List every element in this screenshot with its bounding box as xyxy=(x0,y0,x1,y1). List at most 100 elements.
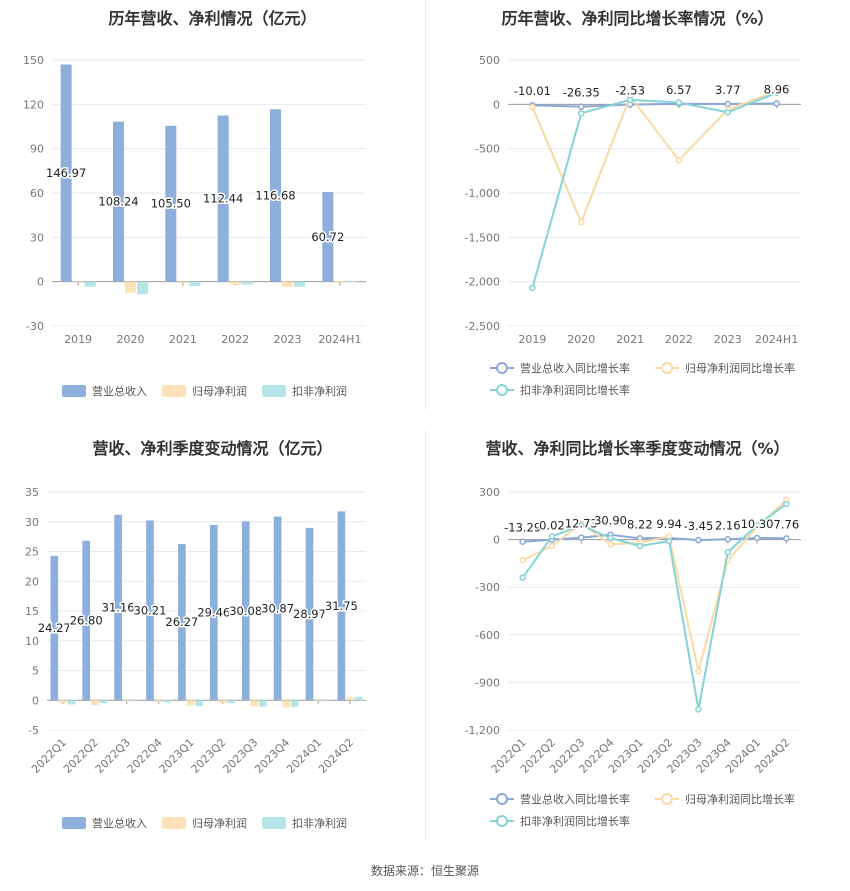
series-point xyxy=(724,549,731,556)
bar-revenue xyxy=(209,524,218,701)
chart-title: 营收、净利同比增长率季度变动情况（%） xyxy=(485,439,790,458)
legend-swatch-marker xyxy=(661,793,673,805)
y-tick-label: 150 xyxy=(23,54,44,67)
series-point xyxy=(519,538,526,545)
y-tick-label: 30 xyxy=(30,231,44,244)
y-tick-label: 120 xyxy=(23,98,44,111)
revenue-data-label: 26.27 xyxy=(165,615,198,629)
legend-swatch xyxy=(62,817,86,829)
series-point xyxy=(665,537,673,545)
series-point xyxy=(548,533,556,540)
x-tick-label: 2022 xyxy=(665,333,693,346)
y-tick-label: 500 xyxy=(479,54,500,67)
bar-deducted-profit xyxy=(354,696,363,701)
legend-swatch xyxy=(162,385,186,397)
legend-label: 营业总收入 xyxy=(92,816,147,830)
bar-deducted-profit xyxy=(195,700,204,707)
bar-deducted-profit xyxy=(67,700,76,705)
y-tick-label: -2,000 xyxy=(465,276,500,289)
y-tick-label: -500 xyxy=(475,143,500,156)
y-tick-label: -2,500 xyxy=(465,320,500,333)
y-tick-label: -30 xyxy=(26,320,44,333)
x-tick-label: 2022 xyxy=(221,333,249,346)
series-point xyxy=(695,706,702,713)
series-point xyxy=(578,109,585,117)
y-tick-label: -1,000 xyxy=(465,187,500,200)
bar-revenue xyxy=(50,555,59,701)
x-tick-label: 2024H1 xyxy=(318,333,361,346)
growth-data-label: 7.76 xyxy=(774,517,800,531)
legend-label: 归母净利润 xyxy=(192,816,247,830)
revenue-data-label: 116.68 xyxy=(255,188,295,202)
growth-data-label: 30.90 xyxy=(594,514,627,528)
vertical-divider xyxy=(425,430,426,840)
series-point xyxy=(695,668,702,675)
source-note: 数据来源：恒生聚源 xyxy=(370,864,479,878)
series-line xyxy=(522,499,788,672)
bar-net-profit xyxy=(91,700,99,706)
revenue-data-label: 28.97 xyxy=(293,607,326,621)
series-point xyxy=(753,534,761,542)
growth-data-label: -10.01 xyxy=(514,84,551,98)
bar-revenue xyxy=(337,511,346,701)
bar-net-profit xyxy=(122,700,131,702)
revenue-data-label: 29.46 xyxy=(197,606,230,620)
growth-data-label: -26.35 xyxy=(563,86,600,100)
quarterly-growth-panel: 营收、净利同比增长率季度变动情况（%） 300 0 -300 -600 -900 -1,2… xyxy=(425,425,850,850)
y-tick-label: -900 xyxy=(475,676,500,689)
bar-revenue xyxy=(273,516,282,701)
legend-swatch xyxy=(262,385,286,397)
y-tick-label: 25 xyxy=(25,546,39,559)
legend-label: 营业总收入同比增长率 xyxy=(520,792,630,806)
legend-swatch-marker xyxy=(496,815,508,827)
series-point xyxy=(695,536,702,544)
series-point xyxy=(636,542,644,550)
growth-data-label: 3.77 xyxy=(715,83,741,97)
bar-net-profit xyxy=(177,281,189,283)
bar-deducted-profit xyxy=(291,700,299,707)
bar-revenue xyxy=(217,115,229,282)
revenue-data-label: 112.44 xyxy=(203,192,243,206)
series-line xyxy=(531,91,777,289)
bar-revenue xyxy=(146,520,154,701)
bar-revenue xyxy=(241,521,250,701)
series-point xyxy=(724,536,731,543)
x-tick-label: 2019 xyxy=(518,333,546,346)
growth-data-label: 8.22 xyxy=(627,517,653,531)
annual-revenue-profit-panel: 历年营收、净利情况（亿元） 150 120 90 60 30 0 -30 2019 2020 20… xyxy=(0,0,425,410)
legend-label: 营业总收入同比增长率 xyxy=(520,361,630,375)
bar-deducted-profit xyxy=(294,281,305,287)
bar-deducted-profit xyxy=(259,700,267,707)
bar-deducted-profit xyxy=(322,700,331,702)
bar-deducted-profit xyxy=(227,700,235,704)
legend-label: 营业总收入 xyxy=(92,384,147,398)
annual-growth-chart: 500 0 -500 -1,000 -1,500 -2,000 -2,500 2019 2020… xyxy=(465,54,801,397)
y-tick-label: 300 xyxy=(479,486,500,499)
bar-revenue xyxy=(165,125,177,282)
legend-swatch xyxy=(62,385,86,397)
series-point xyxy=(519,556,526,564)
annual-growth-panel: 历年营收、净利同比增长率情况（%） 500 0 -500 -1,000 -1,500 -2… xyxy=(425,0,850,410)
legend-label: 扣非净利润同比增长率 xyxy=(520,814,630,828)
series-line xyxy=(521,503,787,710)
series-line xyxy=(531,90,777,225)
annual-revenue-profit-chart: 150 120 90 60 30 0 -30 2019 2020 2021 2022 2023 2024… xyxy=(23,54,366,398)
y-tick-label: 0 xyxy=(493,534,500,547)
x-tick-label: 2019 xyxy=(64,333,92,346)
x-tick-label: 2023 xyxy=(714,333,742,346)
legend-label: 扣非净利润同比增长率 xyxy=(520,383,630,397)
bar-net-profit xyxy=(334,281,346,283)
x-tick-label: 2020 xyxy=(567,333,595,346)
growth-data-label: 6.57 xyxy=(666,83,692,97)
bar-revenue xyxy=(114,514,122,701)
series-point xyxy=(773,89,780,97)
legend-label: 扣非净利润 xyxy=(292,816,347,830)
bar-net-profit xyxy=(250,700,259,707)
x-tick-label: 2023 xyxy=(274,333,302,346)
growth-data-label: 8.96 xyxy=(764,83,790,97)
y-tick-label: 30 xyxy=(25,516,39,529)
series-point xyxy=(783,500,790,508)
y-tick-label: -1,500 xyxy=(465,231,500,244)
bar-deducted-profit xyxy=(241,281,253,285)
legend-label: 扣非净利润 xyxy=(292,384,347,398)
